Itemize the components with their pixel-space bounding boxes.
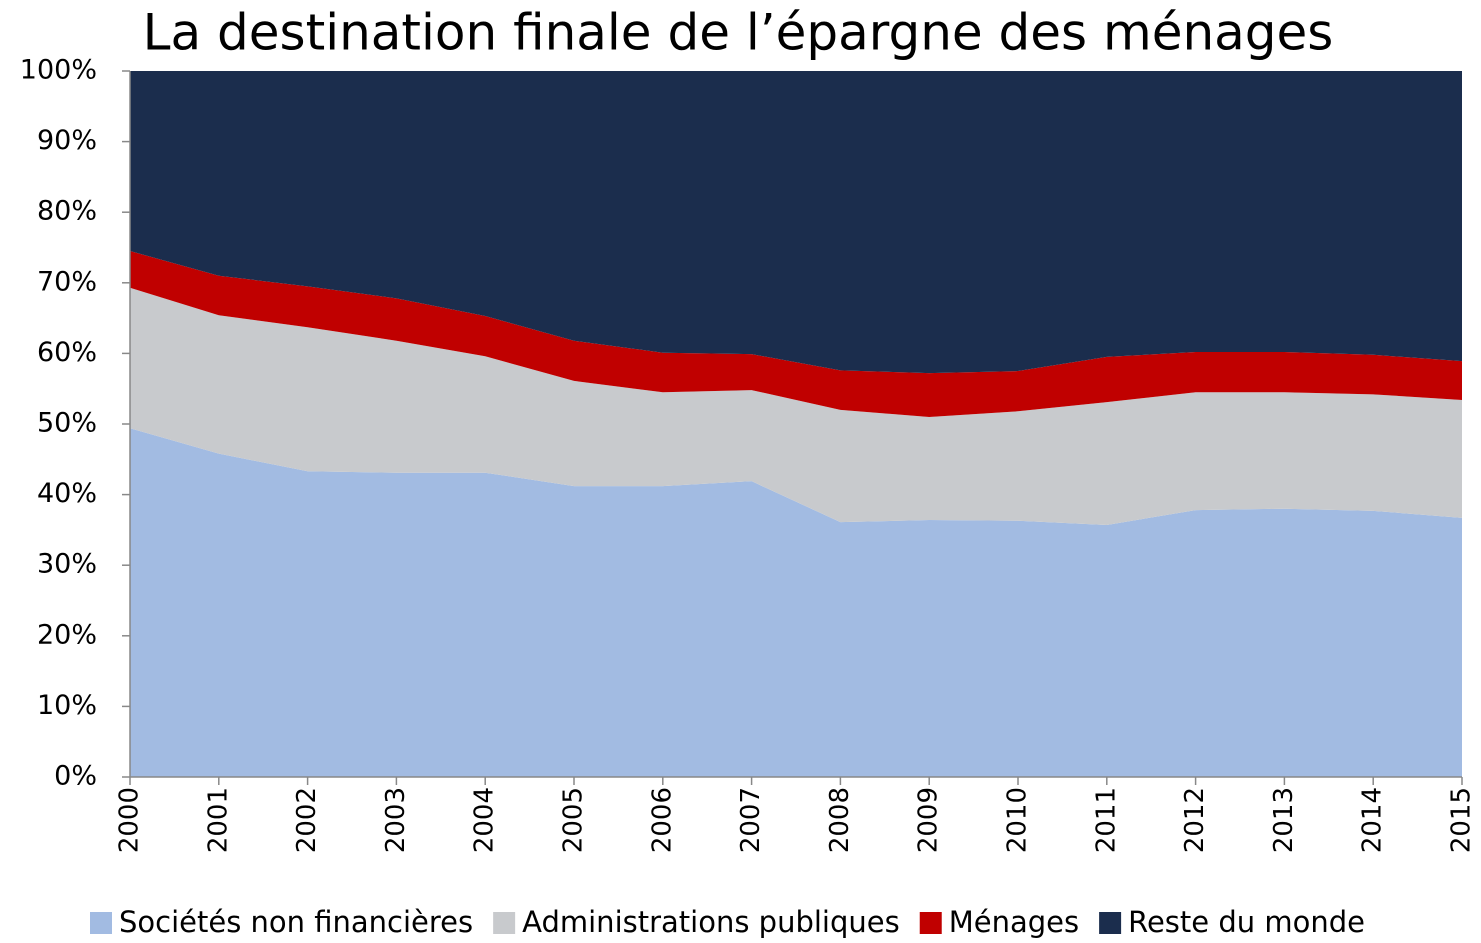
legend-swatch — [919, 912, 942, 934]
x-tick-label: 2015 — [1447, 787, 1477, 853]
legend-swatch — [493, 912, 516, 934]
area — [130, 428, 1462, 777]
chart-title: La destination finale de l’épargne des m… — [143, 4, 1334, 62]
x-tick-label: 2013 — [1269, 787, 1299, 853]
y-tick-label: 40% — [37, 478, 97, 509]
y-tick-label: 70% — [37, 266, 97, 297]
legend-swatch — [1099, 912, 1122, 934]
area — [130, 251, 1462, 417]
x-tick-label: 2001 — [203, 787, 233, 853]
y-tick-label: 0% — [54, 761, 97, 792]
x-tick-label: 2006 — [647, 787, 677, 853]
x-tick-label: 2007 — [736, 787, 766, 853]
x-tick-label: 2002 — [292, 787, 322, 853]
x-tick-label: 2004 — [470, 787, 500, 853]
x-tick-label: 2000 — [115, 787, 145, 853]
y-tick-label: 30% — [37, 549, 97, 580]
y-tick-label: 20% — [37, 619, 97, 650]
legend-label: Sociétés non financières — [119, 905, 473, 939]
x-tick-label: 2009 — [914, 787, 944, 853]
x-tick-label: 2005 — [559, 787, 589, 853]
y-tick-label: 10% — [37, 690, 97, 721]
y-tick-label: 90% — [37, 125, 97, 156]
legend-label: Administrations publiques — [522, 905, 900, 939]
legend-label: Reste du monde — [1128, 905, 1365, 939]
x-tick-label: 2008 — [825, 787, 855, 853]
y-tick-label: 100% — [20, 55, 97, 86]
legend-label: Ménages — [949, 905, 1079, 939]
area — [130, 287, 1462, 525]
x-tick-label: 2003 — [381, 787, 411, 853]
x-tick-label: 2014 — [1358, 787, 1388, 853]
area — [130, 71, 1462, 374]
y-tick-label: 60% — [37, 337, 97, 368]
x-tick-label: 2011 — [1091, 787, 1121, 853]
y-tick-label: 50% — [37, 408, 97, 439]
legend-swatch — [90, 912, 112, 934]
x-tick-label: 2012 — [1180, 787, 1210, 853]
y-tick-label: 80% — [37, 196, 97, 227]
x-tick-label: 2010 — [1003, 787, 1033, 853]
